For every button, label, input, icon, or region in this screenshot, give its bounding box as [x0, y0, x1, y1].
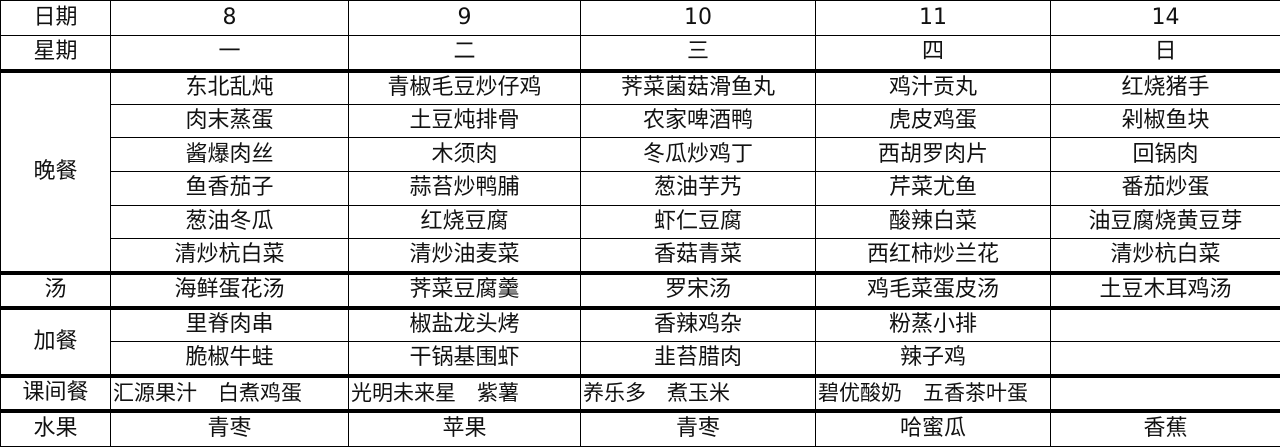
dinner-dish: 酱爆肉丝 — [110, 137, 349, 173]
dinner-dish: 青椒毛豆炒仔鸡 — [348, 68, 581, 105]
dinner-dish: 木须肉 — [348, 137, 581, 173]
dinner-dish: 西红柿炒兰花 — [815, 238, 1051, 274]
dinner-row: 酱爆肉丝 木须肉 冬瓜炒鸡丁 西胡罗肉片 回锅肉 — [1, 137, 1280, 173]
soup-cell: 海鲜蛋花汤 — [110, 270, 349, 309]
weekday-cell: 一 — [110, 35, 349, 71]
snack-cell: 碧优酸奶 五香茶叶蛋 — [815, 373, 1051, 412]
dinner-dish: 葱油芋艿 — [580, 171, 816, 206]
extra-dish: 韭苔腊肉 — [580, 341, 816, 377]
dinner-dish: 清炒油麦菜 — [348, 238, 581, 274]
date-cell: 11 — [815, 0, 1051, 36]
dinner-dish: 肉末蒸蛋 — [110, 103, 349, 139]
dinner-dish: 红烧豆腐 — [348, 204, 581, 240]
weekday-cell: 四 — [815, 35, 1051, 71]
weekday-row: 星期一二三四日 — [0, 35, 1280, 71]
weekday-cell: 二 — [348, 35, 581, 71]
dinner-dish: 冬瓜炒鸡丁 — [580, 137, 816, 173]
date-row: 日期 8 9 10 11 14 — [0, 0, 1280, 36]
fruit-cell: 青枣 — [110, 408, 349, 447]
dinner-dish: 鸡汁贡丸 — [815, 68, 1051, 105]
dinner-dish: 鱼香茄子 — [110, 171, 349, 206]
dinner-dish: 番茄炒蛋 — [1050, 171, 1280, 206]
date-cell: 9 — [348, 0, 581, 36]
extra-dish — [1050, 341, 1280, 377]
extra-dish: 里脊肉串 — [110, 305, 349, 343]
extra-dish: 粉蒸小排 — [815, 305, 1051, 343]
weekday-cell: 日 — [1050, 35, 1280, 71]
extra-dish: 脆椒牛蛙 — [110, 341, 349, 377]
weekday-cell: 三 — [580, 35, 816, 71]
extra-row: 脆椒牛蛙 干锅基围虾 韭苔腊肉 辣子鸡 — [1, 341, 1280, 377]
dinner-dish: 酸辣白菜 — [815, 204, 1051, 240]
dinner-dish: 土豆炖排骨 — [348, 103, 581, 139]
date-cell: 10 — [580, 0, 816, 36]
dinner-row: 鱼香茄子 蒜苔炒鸭脯 葱油芋艿 芹菜尤鱼 番茄炒蛋 — [1, 171, 1280, 206]
extra-dish: 椒盐龙头烤 — [348, 305, 581, 343]
dinner-dish: 油豆腐烧黄豆芽 — [1050, 204, 1280, 240]
dinner-dish: 蒜苔炒鸭脯 — [348, 171, 581, 206]
fruit-label: 水果 — [0, 408, 111, 447]
dinner-dish: 西胡罗肉片 — [815, 137, 1051, 173]
extra-row: 加餐 里脊肉串 椒盐龙头烤 香辣鸡杂 粉蒸小排 — [0, 305, 1280, 377]
fruit-cell: 青枣 — [580, 408, 816, 447]
fruit-row: 水果 青枣 苹果 青枣 哈蜜瓜 香蕉 — [0, 408, 1280, 447]
soup-row: 汤海鲜蛋花汤 荠菜豆腐羹 罗宋汤 鸡毛菜蛋皮汤 土豆木耳鸡汤 — [0, 270, 1280, 309]
dinner-row: 晚餐 东北乱炖 青椒毛豆炒仔鸡 荠菜菌菇滑鱼丸 鸡汁贡丸 红烧猪手 — [0, 68, 1280, 274]
date-label: 日期 — [0, 0, 111, 36]
fruit-cell: 香蕉 — [1050, 408, 1280, 447]
extra-dish — [1050, 305, 1280, 343]
dinner-dish: 东北乱炖 — [110, 68, 349, 105]
dinner-dish: 回锅肉 — [1050, 137, 1280, 173]
extra-dish: 干锅基围虾 — [348, 341, 581, 377]
dinner-dish: 芹菜尤鱼 — [815, 171, 1051, 206]
dinner-dish: 荠菜菌菇滑鱼丸 — [580, 68, 816, 105]
dinner-label: 晚餐 — [0, 68, 111, 274]
soup-cell: 罗宋汤 — [580, 270, 816, 309]
extra-dish: 辣子鸡 — [815, 341, 1051, 377]
dinner-row: 葱油冬瓜 红烧豆腐 虾仁豆腐 酸辣白菜 油豆腐烧黄豆芽 — [1, 204, 1280, 240]
extra-label: 加餐 — [0, 305, 111, 377]
dinner-dish: 葱油冬瓜 — [110, 204, 349, 240]
dinner-row: 清炒杭白菜 清炒油麦菜 香菇青菜 西红柿炒兰花 清炒杭白菜 — [1, 238, 1280, 274]
soup-cell: 鸡毛菜蛋皮汤 — [815, 270, 1051, 309]
dinner-dish: 清炒杭白菜 — [110, 238, 349, 274]
dinner-dish: 虾仁豆腐 — [580, 204, 816, 240]
fruit-cell: 哈蜜瓜 — [815, 408, 1051, 447]
dinner-dish: 农家啤酒鸭 — [580, 103, 816, 139]
snack-label: 课间餐 — [0, 373, 111, 412]
soup-label: 汤 — [0, 270, 111, 309]
snack-cell — [1050, 373, 1280, 412]
dinner-dish: 香菇青菜 — [580, 238, 816, 274]
dinner-dish: 虎皮鸡蛋 — [815, 103, 1051, 139]
weekday-label: 星期 — [0, 35, 111, 71]
extra-dish: 香辣鸡杂 — [580, 305, 816, 343]
dinner-row: 肉末蒸蛋 土豆炖排骨 农家啤酒鸭 虎皮鸡蛋 剁椒鱼块 — [1, 103, 1280, 139]
dinner-dish: 红烧猪手 — [1050, 68, 1280, 105]
date-cell: 14 — [1050, 0, 1280, 36]
dinner-dish: 清炒杭白菜 — [1050, 238, 1280, 274]
soup-cell: 荠菜豆腐羹 — [348, 270, 581, 309]
soup-cell: 土豆木耳鸡汤 — [1050, 270, 1280, 309]
snack-cell: 养乐多 煮玉米 — [580, 373, 816, 412]
snack-cell: 光明未来星 紫薯 — [348, 373, 581, 412]
snack-row: 课间餐 汇源果汁 白煮鸡蛋 光明未来星 紫薯 养乐多 煮玉米 碧优酸奶 五香茶叶蛋 — [0, 373, 1280, 412]
date-cell: 8 — [110, 0, 349, 36]
snack-cell: 汇源果汁 白煮鸡蛋 — [110, 373, 349, 412]
fruit-cell: 苹果 — [348, 408, 581, 447]
dinner-dish: 剁椒鱼块 — [1050, 103, 1280, 139]
